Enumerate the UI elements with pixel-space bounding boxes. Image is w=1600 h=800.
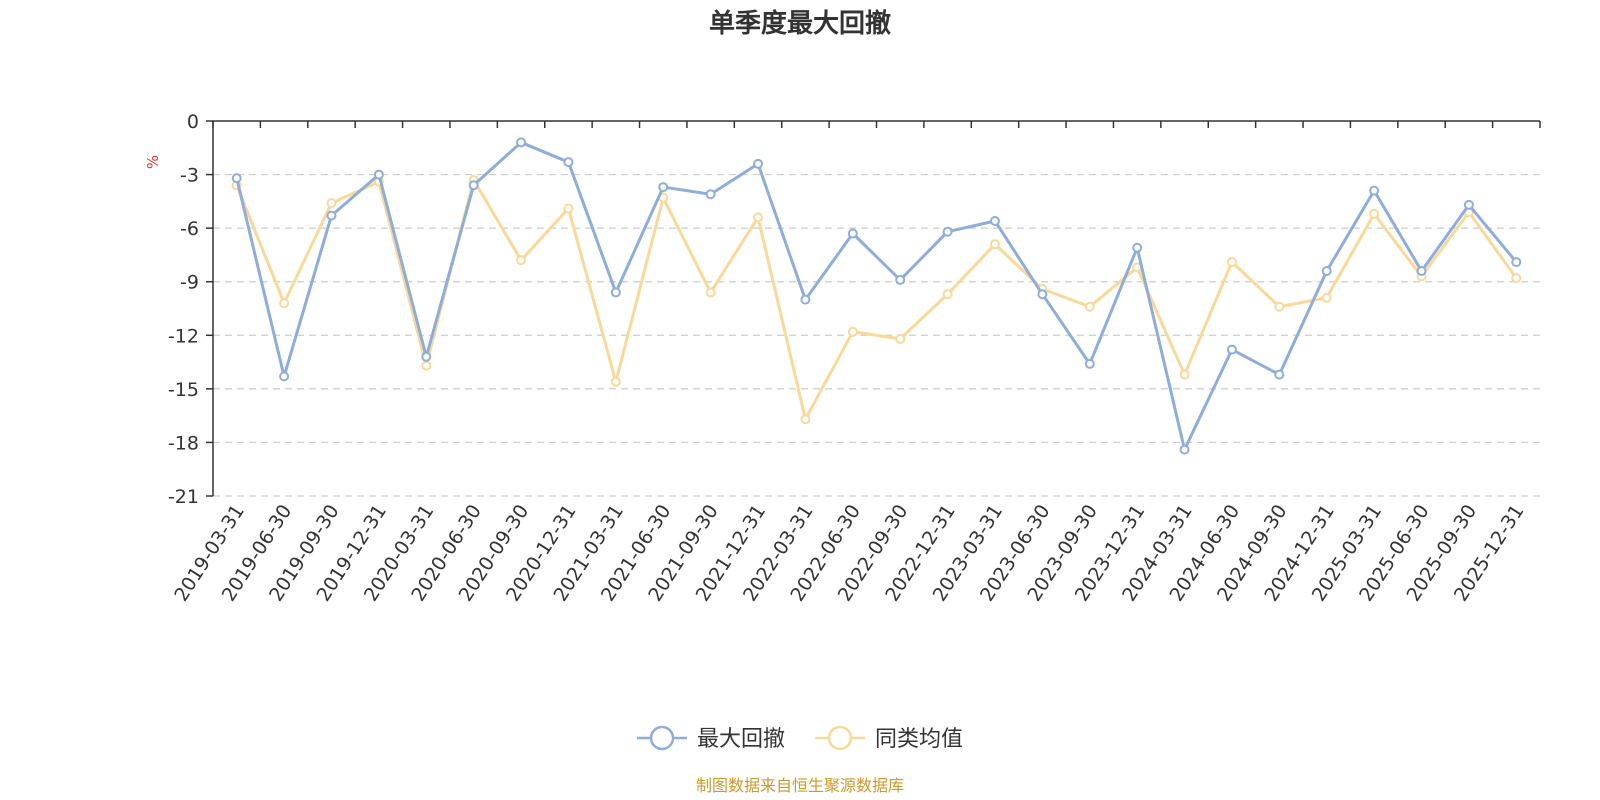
y-axis-unit-label: % [144,155,162,169]
y-tick-label: -18 [168,432,199,454]
legend-marker-icon [827,725,853,751]
x-axis-ticks: 2019-03-312019-06-302019-09-302019-12-31… [170,121,1541,605]
legend-label: 同类均值 [875,727,963,752]
series-0 [231,137,1522,455]
y-tick-label: -6 [180,218,199,240]
data-point[interactable] [610,376,621,387]
data-point[interactable] [1321,266,1332,276]
data-point[interactable] [1037,289,1048,300]
data-point[interactable] [1179,369,1190,380]
data-point[interactable] [753,158,764,169]
y-tick-label: 0 [187,111,199,133]
data-point[interactable] [516,137,527,148]
data-point[interactable] [610,287,621,298]
legend[interactable]: 最大回撤 同类均值 [637,725,963,752]
data-point[interactable] [847,228,858,239]
data-point[interactable] [421,351,432,362]
y-tick-label: -9 [180,272,199,294]
data-point[interactable] [468,180,479,191]
data-point[interactable] [1226,344,1237,355]
y-tick-label: -3 [180,165,199,187]
data-point[interactable] [1132,242,1143,253]
data-point[interactable] [563,157,574,168]
chart-title: 单季度最大回撤 [709,8,891,39]
data-point[interactable] [326,210,337,221]
series-line [235,140,1518,452]
data-point[interactable] [279,371,290,382]
legend-marker-icon [649,725,675,751]
data-point[interactable] [989,239,1000,250]
data-point[interactable] [563,203,574,214]
data-point[interactable] [231,173,242,184]
data-point[interactable] [1226,257,1237,268]
data-point[interactable] [326,198,337,209]
data-point[interactable] [1274,369,1285,380]
data-point[interactable] [279,298,290,309]
data-point[interactable] [1084,301,1095,312]
data-point[interactable] [800,414,811,425]
data-point[interactable] [895,333,906,344]
data-point[interactable] [1463,199,1474,210]
data-point[interactable] [942,226,953,237]
data-point[interactable] [705,189,716,200]
y-tick-label: -21 [168,486,199,508]
data-point[interactable] [1369,185,1380,196]
legend-label: 最大回撤 [697,727,785,752]
data-point[interactable] [847,326,858,337]
data-point[interactable] [373,169,384,180]
data-point[interactable] [705,287,716,298]
data-point[interactable] [942,289,953,300]
data-point[interactable] [1511,273,1522,284]
y-tick-label: -12 [168,325,199,347]
legend-item-0[interactable]: 最大回撤 [637,725,785,752]
data-point[interactable] [895,274,906,285]
data-point[interactable] [1274,301,1285,312]
data-point[interactable] [658,182,669,193]
data-point[interactable] [1369,208,1380,219]
data-point[interactable] [1321,292,1332,303]
legend-item-1[interactable]: 同类均值 [815,725,963,752]
data-point[interactable] [989,216,1000,226]
data-source-note: 制图数据来自恒生聚源数据库 [696,776,904,795]
data-point[interactable] [516,255,527,266]
data-point[interactable] [1511,257,1522,268]
series-lines [231,137,1522,455]
y-tick-label: -15 [168,379,199,401]
data-point[interactable] [1084,358,1095,369]
data-point[interactable] [421,360,432,371]
data-point[interactable] [1416,266,1427,276]
data-point[interactable] [800,294,811,305]
data-point[interactable] [1179,444,1190,455]
y-axis-ticks: 0 -3 -6 -9 -12 -15 -18 -21 [168,111,213,508]
data-point[interactable] [753,212,764,223]
series-1 [231,174,1522,425]
